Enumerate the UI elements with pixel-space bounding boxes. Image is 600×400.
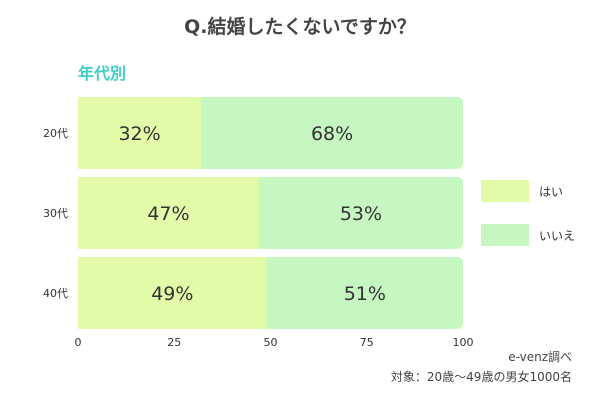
target-note: 対象：20歳〜49歳の男女1000名 bbox=[390, 370, 572, 384]
bar-segment-0-0 bbox=[78, 97, 202, 169]
x-tick-label-3: 75 bbox=[360, 336, 374, 349]
source-note: e-venz調べ bbox=[508, 350, 572, 364]
legend-item-yes: はい bbox=[481, 180, 591, 202]
bar-segment-2-1 bbox=[266, 257, 463, 329]
data-label-2-0: 49% bbox=[151, 283, 193, 305]
category-label-2: 40代 bbox=[43, 287, 68, 300]
data-label-0-1: 68% bbox=[311, 123, 353, 145]
category-label-1: 30代 bbox=[43, 207, 68, 220]
chart-subtitle: 年代別 bbox=[78, 64, 127, 83]
legend-label-yes: はい bbox=[539, 185, 564, 199]
bar-segment-1-0 bbox=[78, 177, 259, 249]
data-label-2-1: 51% bbox=[344, 283, 386, 305]
legend-item-no: いいえ bbox=[481, 224, 591, 246]
data-label-0-0: 32% bbox=[118, 123, 160, 145]
category-label-0: 20代 bbox=[43, 127, 68, 140]
x-tick-label-2: 50 bbox=[264, 336, 278, 349]
bar-segment-1-1 bbox=[258, 177, 463, 249]
data-label-1-0: 47% bbox=[147, 203, 189, 225]
legend-swatch-no bbox=[481, 224, 529, 246]
x-tick-label-0: 0 bbox=[75, 336, 82, 349]
data-label-1-1: 53% bbox=[340, 203, 382, 225]
bar-segment-2-0 bbox=[78, 257, 267, 329]
legend-swatch-yes bbox=[481, 180, 529, 202]
x-tick-label-1: 25 bbox=[167, 336, 181, 349]
x-tick-label-4: 100 bbox=[453, 336, 474, 349]
chart-title: Q.結婚したくないですか？ bbox=[184, 16, 416, 38]
bar-segment-0-1 bbox=[201, 97, 463, 169]
legend-label-no: いいえ bbox=[539, 229, 576, 243]
